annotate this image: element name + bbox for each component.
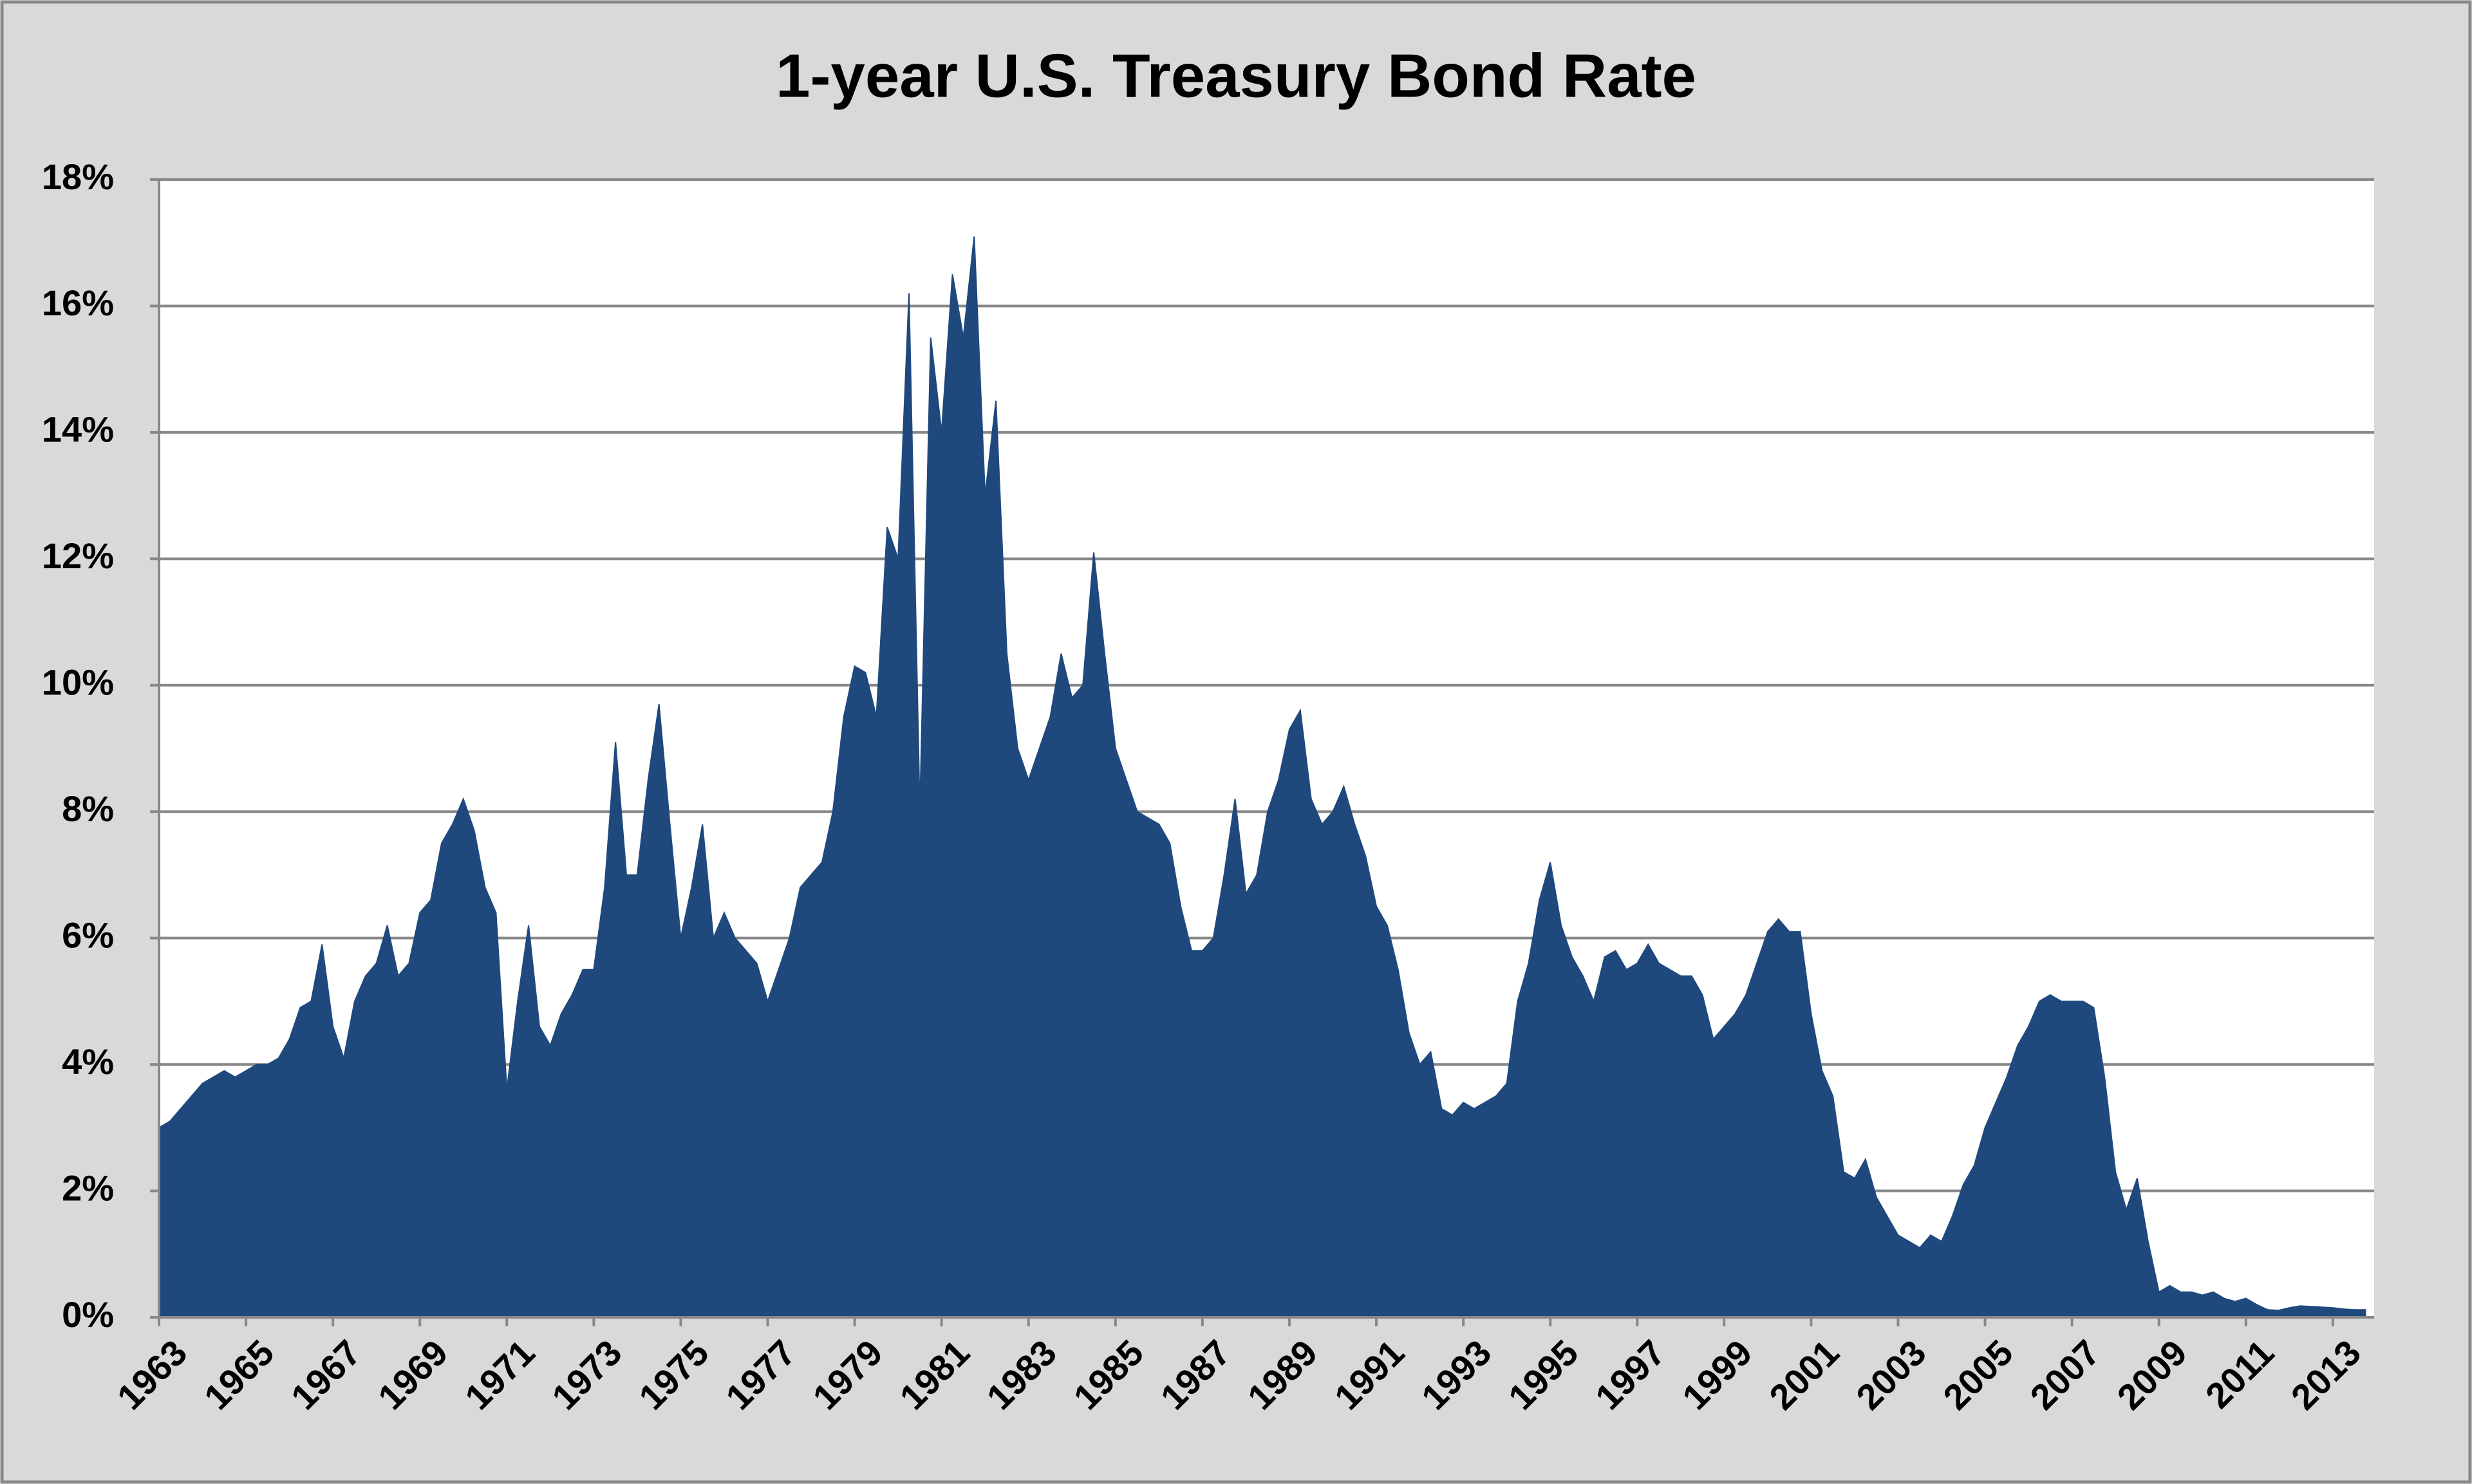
y-tick-label: 4%: [62, 1041, 114, 1082]
chart-title: 1-year U.S. Treasury Bond Rate: [776, 41, 1696, 110]
y-tick-label: 10%: [42, 662, 114, 703]
y-tick-label: 0%: [62, 1294, 114, 1335]
area: [158, 236, 2366, 1318]
y-tick-label: 8%: [62, 788, 114, 829]
y-tick-label: 18%: [42, 156, 114, 197]
y-tick-label: 16%: [42, 283, 114, 323]
y-tick-label: 12%: [42, 535, 114, 576]
y-tick-label: 2%: [62, 1167, 114, 1208]
y-tick-label: 6%: [62, 914, 114, 955]
y-tick-label: 14%: [42, 409, 114, 450]
